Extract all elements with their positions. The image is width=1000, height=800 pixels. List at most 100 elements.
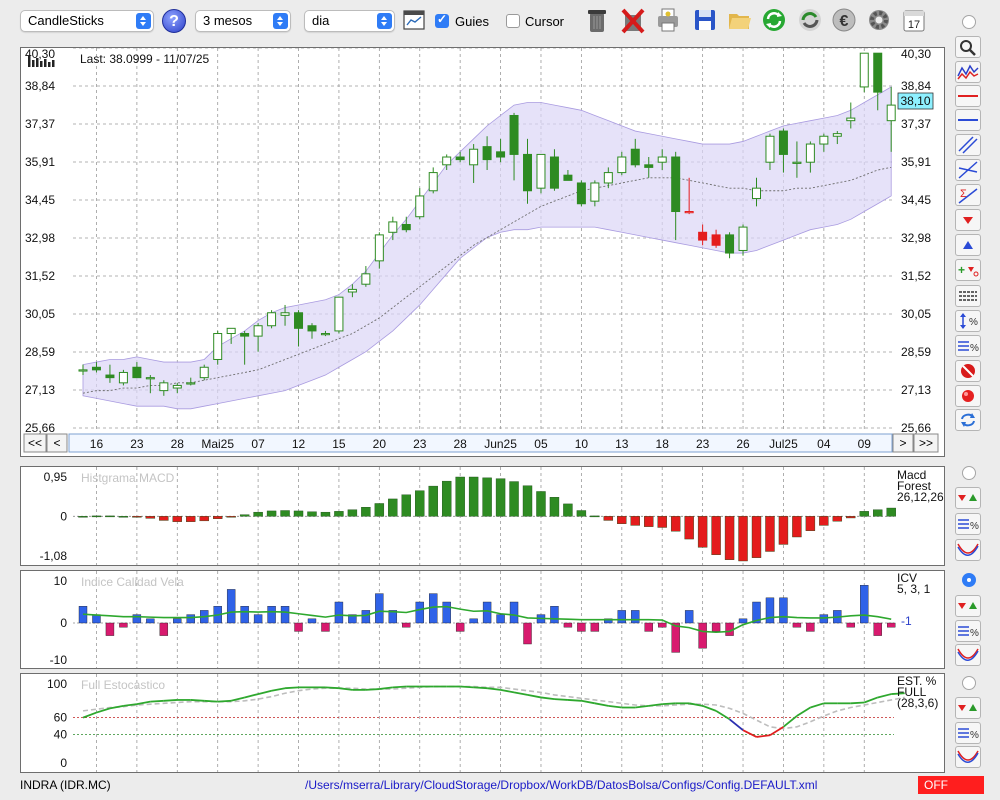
icv-curve-button[interactable] (955, 644, 981, 666)
icv-percent-button[interactable]: % (955, 620, 981, 642)
candle-body (455, 156, 465, 161)
trendline-button[interactable] (955, 159, 981, 181)
macd-histogram-bar (334, 511, 344, 517)
stoch-k-segment (473, 686, 488, 690)
macd-histogram-bar (603, 516, 614, 521)
folder-open-icon[interactable] (727, 6, 753, 34)
stoch-k-segment (96, 707, 111, 714)
nav-last-button[interactable]: >> (919, 436, 933, 450)
stoch-k-segment (769, 726, 784, 737)
trendline-icon (958, 161, 978, 179)
indicator-bands-button[interactable] (955, 61, 981, 83)
interval-select[interactable]: dia (304, 10, 395, 32)
macd-signal-arrows-button[interactable] (955, 487, 981, 509)
horizontal-red-line-button[interactable] (955, 85, 981, 107)
stoch-signal-arrows-button[interactable] (955, 697, 981, 719)
macd-histogram-bar (670, 516, 681, 532)
price-panel[interactable]: 25,66 25,66 27,13 27,13 28,59 28,59 30,05 30,05… (20, 47, 945, 457)
macd-histogram-bar (388, 498, 398, 517)
refresh-icon[interactable] (761, 6, 787, 34)
zoom-button[interactable] (955, 36, 981, 58)
connection-status[interactable]: OFF (918, 776, 984, 794)
macd-histogram-bar (186, 516, 196, 522)
chart-window-icon[interactable] (403, 9, 425, 31)
icv-bar (604, 618, 613, 624)
config-path-link[interactable]: /Users/mserra/Library/CloudStorage/Dropb… (305, 778, 818, 792)
candle-body (118, 371, 128, 384)
macd-percent-button[interactable]: % (955, 513, 981, 535)
stoch-k-segment (284, 686, 299, 690)
table-lines-button[interactable] (955, 285, 981, 307)
trash-icon[interactable] (584, 6, 610, 34)
nav-next-button[interactable]: > (899, 436, 906, 450)
stoch-k-segment (540, 696, 555, 701)
icv-side-label-2: 5, 3, 1 (897, 582, 931, 596)
price-y-tick-right: 35,91 (901, 155, 931, 169)
percent-lines-button[interactable]: % (955, 335, 981, 357)
macd-curve-button[interactable] (955, 539, 981, 561)
save-icon[interactable] (692, 6, 718, 34)
svg-text:%: % (969, 317, 978, 328)
cursor-checkbox[interactable] (506, 14, 520, 28)
candle-body (738, 226, 748, 251)
delete-icon[interactable] (620, 6, 646, 34)
icv-bar (294, 622, 303, 632)
icv-bar (671, 622, 680, 653)
add-markers-button[interactable]: + (955, 259, 981, 281)
candle-body (563, 174, 573, 181)
percent-range-button[interactable]: % (955, 310, 981, 332)
icv-bar (375, 593, 384, 624)
signal-arrows-icon (958, 704, 977, 711)
icv-bar (698, 622, 707, 649)
help-button[interactable]: ? (162, 9, 186, 33)
printer-icon[interactable] (655, 6, 681, 34)
gear-icon[interactable] (866, 6, 892, 34)
price-panel-radio[interactable] (962, 15, 976, 29)
horizontal-blue-line-button[interactable] (955, 109, 981, 131)
icv-signal-arrows-button[interactable] (955, 595, 981, 617)
icv-bar (765, 597, 775, 624)
arrow-down-button[interactable] (955, 209, 981, 231)
stoch-percent-button[interactable]: % (955, 722, 981, 744)
nav-first-button[interactable]: << (28, 436, 42, 450)
icv-bar (361, 610, 371, 624)
guides-checkbox[interactable] (435, 12, 449, 28)
euro-icon[interactable]: € (831, 6, 857, 34)
record-button[interactable] (955, 385, 981, 407)
lines-icon (959, 291, 977, 301)
macd-histogram-bar (212, 516, 223, 519)
nav-prev-button[interactable]: < (53, 436, 60, 450)
curve-icon (957, 648, 979, 661)
candle-body (819, 135, 829, 145)
sum-line-button[interactable]: Σ (955, 184, 981, 206)
macd-histogram-bar (455, 476, 465, 517)
channel-button[interactable] (955, 134, 981, 156)
date-axis-bar[interactable] (68, 433, 893, 453)
stoch-panel-radio[interactable] (962, 676, 976, 690)
candle-body (78, 369, 88, 372)
sync-icon[interactable] (797, 6, 823, 34)
macd-histogram-bar (347, 509, 358, 517)
calendar-icon[interactable]: 17 (901, 6, 927, 34)
stop-button[interactable] (955, 360, 981, 382)
chart-type-select[interactable]: CandleSticks (20, 10, 154, 32)
icv-panel-radio[interactable] (962, 573, 976, 587)
stoch-panel[interactable]: 100 60 40 0 Full Estocastico EST. % FULL (2… (20, 673, 945, 773)
icv-bar (590, 622, 600, 632)
icv-bar (860, 584, 869, 624)
interval-select-value: dia (312, 13, 330, 28)
period-select[interactable]: 3 mesos (195, 10, 291, 32)
macd-panel[interactable]: 0,95 0 -1,08 Histgrama MACD Macd Forest 26… (20, 466, 945, 566)
macd-histogram-bar (522, 485, 533, 517)
stoch-k-segment (500, 688, 515, 694)
icv-panel[interactable]: 10 0 -10 Indice Calidad Vela ICV 5, 3, 1 -… (20, 570, 945, 669)
stoch-k-segment (136, 700, 151, 706)
icv-y-tick: 10 (54, 574, 68, 588)
swap-button[interactable] (955, 409, 981, 431)
stoch-curve-button[interactable] (955, 746, 981, 768)
lines-percent-icon: % (958, 519, 979, 532)
macd-panel-radio[interactable] (962, 466, 976, 480)
arrow-up-button[interactable] (955, 234, 981, 256)
date-tick-label: 18 (656, 437, 670, 451)
price-y-tick-left: 38,84 (25, 79, 55, 93)
